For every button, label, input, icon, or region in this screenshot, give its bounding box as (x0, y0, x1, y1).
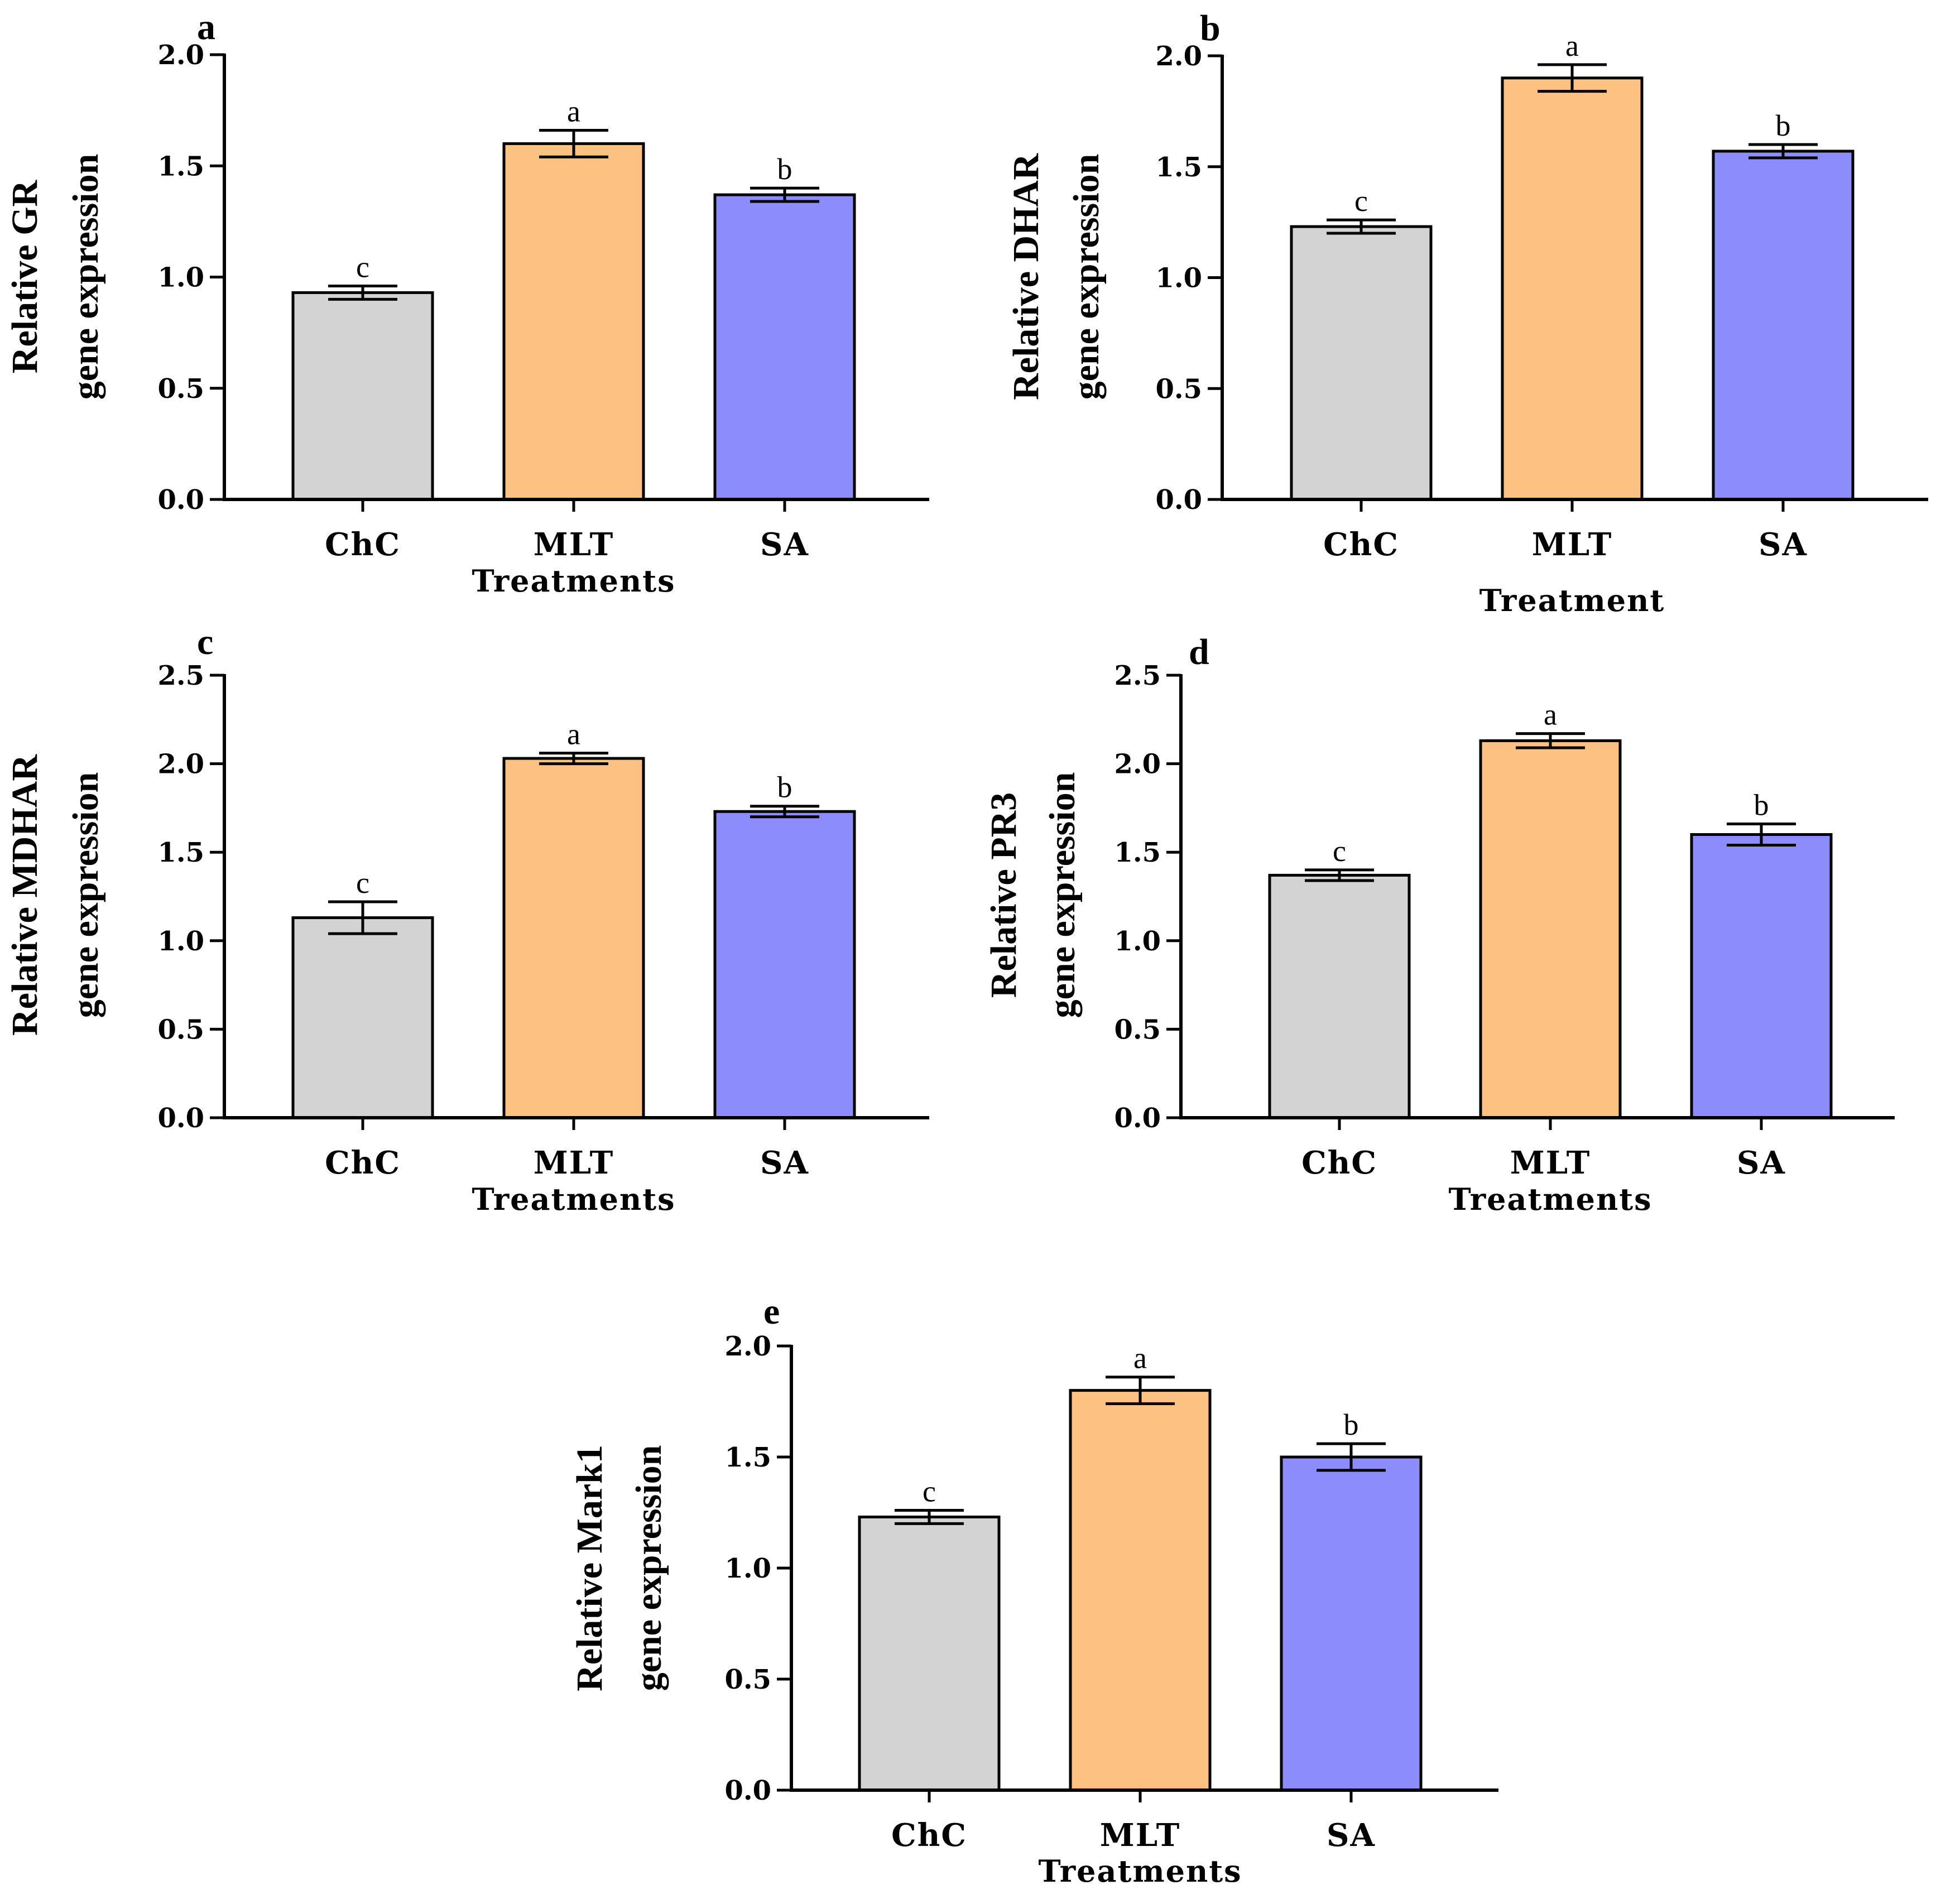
y-tick-label: 0.0 (157, 484, 204, 516)
panel-letter: c (197, 622, 213, 662)
bar-sa (1280, 1455, 1423, 1792)
x-tick-label: SA (760, 526, 809, 563)
y-tick-label: 2.0 (1155, 41, 1202, 72)
y-tick-label: 0.0 (1155, 484, 1202, 516)
chart-panel-b: b c ChC a MLT b SA 0.0 0.5 1.0 1.5 2.0 Relative DHAR… (1006, 8, 1928, 618)
x-tick-label: SA (1759, 526, 1808, 563)
y-tick-label: 0.5 (157, 1014, 204, 1045)
y-tick-label: 0.5 (724, 1664, 771, 1695)
significance-letter: a (1544, 698, 1557, 732)
y-tick-label: 2.5 (1114, 660, 1161, 691)
x-axis-label: Treatments (1038, 1853, 1242, 1889)
bar-mlt (502, 757, 645, 1119)
significance-letter: b (1344, 1408, 1359, 1441)
x-tick-label: MLT (1510, 1145, 1591, 1181)
significance-letter: c (1333, 834, 1346, 868)
y-axis-label-line2: gene expression (1066, 154, 1107, 400)
x-tick-label: SA (1737, 1145, 1786, 1181)
y-tick-label: 2.0 (157, 40, 204, 71)
y-tick-label: 1.5 (1155, 152, 1202, 183)
significance-letter: b (777, 152, 792, 186)
y-tick-label: 1.0 (724, 1553, 771, 1584)
y-tick-label: 1.0 (1114, 926, 1161, 957)
significance-letter: a (1133, 1342, 1147, 1375)
chart-panel-a: a c ChC a MLT b SA 0.0 0.5 1.0 1.5 2.0 Relative GR ge… (4, 7, 929, 599)
y-tick-label: 2.0 (157, 749, 204, 780)
panel-letter: d (1189, 632, 1209, 672)
y-tick-label: 1.5 (1114, 837, 1161, 868)
bar-chc (858, 1515, 1001, 1792)
x-tick-label: ChC (325, 526, 401, 563)
x-tick-label: SA (760, 1145, 809, 1181)
x-tick-label: SA (1327, 1817, 1376, 1854)
bar-sa (1690, 833, 1833, 1119)
y-tick-label: 0.0 (1114, 1103, 1161, 1134)
chart-panel-d: d c ChC a MLT b SA 0.0 0.5 1.0 1.5 2.0 2.5 Relative P… (983, 632, 1895, 1217)
bar-sa (1712, 150, 1855, 501)
y-tick-label: 2.0 (724, 1331, 771, 1362)
y-tick-label: 0.0 (157, 1103, 204, 1134)
y-tick-label: 2.0 (1114, 749, 1161, 780)
y-axis-label-line1: Relative PR3 (983, 792, 1024, 998)
significance-letter: c (923, 1475, 936, 1508)
significance-letter: a (567, 94, 580, 128)
y-axis-label-line2: gene expression (65, 154, 106, 400)
y-axis-label-line2: gene expression (1042, 772, 1083, 1018)
significance-letter: a (567, 718, 580, 751)
bar-sa (713, 810, 856, 1119)
bar-mlt (1479, 739, 1622, 1119)
y-axis-label-line1: Relative DHAR (1006, 153, 1046, 400)
y-tick-label: 0.5 (1114, 1014, 1161, 1045)
x-tick-label: MLT (1100, 1817, 1180, 1854)
x-tick-label: MLT (1532, 526, 1612, 563)
y-tick-label: 2.5 (157, 660, 204, 691)
y-axis-label-line2: gene expression (65, 772, 106, 1018)
x-axis-label: Treatment (1479, 583, 1665, 618)
significance-letter: b (1776, 109, 1791, 142)
panel-letter: e (763, 1291, 780, 1332)
significance-letter: b (1754, 788, 1769, 821)
x-axis-label: Treatments (472, 1181, 675, 1217)
chart-panel-e: e c ChC a MLT b SA 0.0 0.5 1.0 1.5 2.0 Relative Mark… (569, 1291, 1498, 1889)
y-tick-label: 1.5 (157, 151, 204, 182)
x-tick-label: ChC (1301, 1145, 1377, 1181)
x-tick-label: MLT (534, 1145, 614, 1181)
y-tick-label: 1.0 (157, 926, 204, 957)
significance-letter: b (777, 771, 792, 804)
bar-sa (713, 193, 856, 501)
bar-chc (291, 291, 434, 501)
significance-letter: a (1565, 29, 1579, 62)
y-tick-label: 1.5 (724, 1442, 771, 1473)
y-axis-label-line1: Relative MDHAR (4, 754, 45, 1036)
significance-letter: c (356, 866, 369, 900)
x-tick-label: ChC (1323, 526, 1399, 563)
bar-chc (291, 916, 434, 1119)
x-axis-label: Treatments (472, 563, 675, 599)
panel-letter: b (1200, 8, 1221, 49)
significance-letter: c (1354, 184, 1368, 218)
y-axis-label-line1: Relative GR (4, 179, 45, 373)
significance-letter: c (356, 250, 369, 283)
y-tick-label: 1.5 (157, 837, 204, 868)
bar-mlt (1501, 76, 1644, 501)
bar-chc (1290, 225, 1433, 501)
x-tick-label: ChC (325, 1145, 401, 1181)
y-axis-label-line1: Relative Mark1 (569, 1445, 610, 1691)
x-axis-label: Treatments (1448, 1181, 1652, 1217)
y-tick-label: 1.0 (1155, 263, 1202, 294)
y-tick-label: 0.0 (724, 1775, 771, 1806)
bar-mlt (502, 142, 645, 501)
bar-mlt (1069, 1389, 1212, 1792)
x-tick-label: MLT (534, 526, 614, 563)
y-tick-label: 0.5 (157, 373, 204, 405)
y-axis-label-line2: gene expression (628, 1445, 669, 1691)
x-tick-label: ChC (891, 1817, 967, 1854)
y-tick-label: 1.0 (157, 262, 204, 294)
bar-chc (1268, 873, 1411, 1119)
y-tick-label: 0.5 (1155, 373, 1202, 405)
chart-panel-c: c c ChC a MLT b SA 0.0 0.5 1.0 1.5 2.0 2.5 Relative M… (4, 622, 929, 1217)
panel-letter: a (197, 7, 215, 47)
